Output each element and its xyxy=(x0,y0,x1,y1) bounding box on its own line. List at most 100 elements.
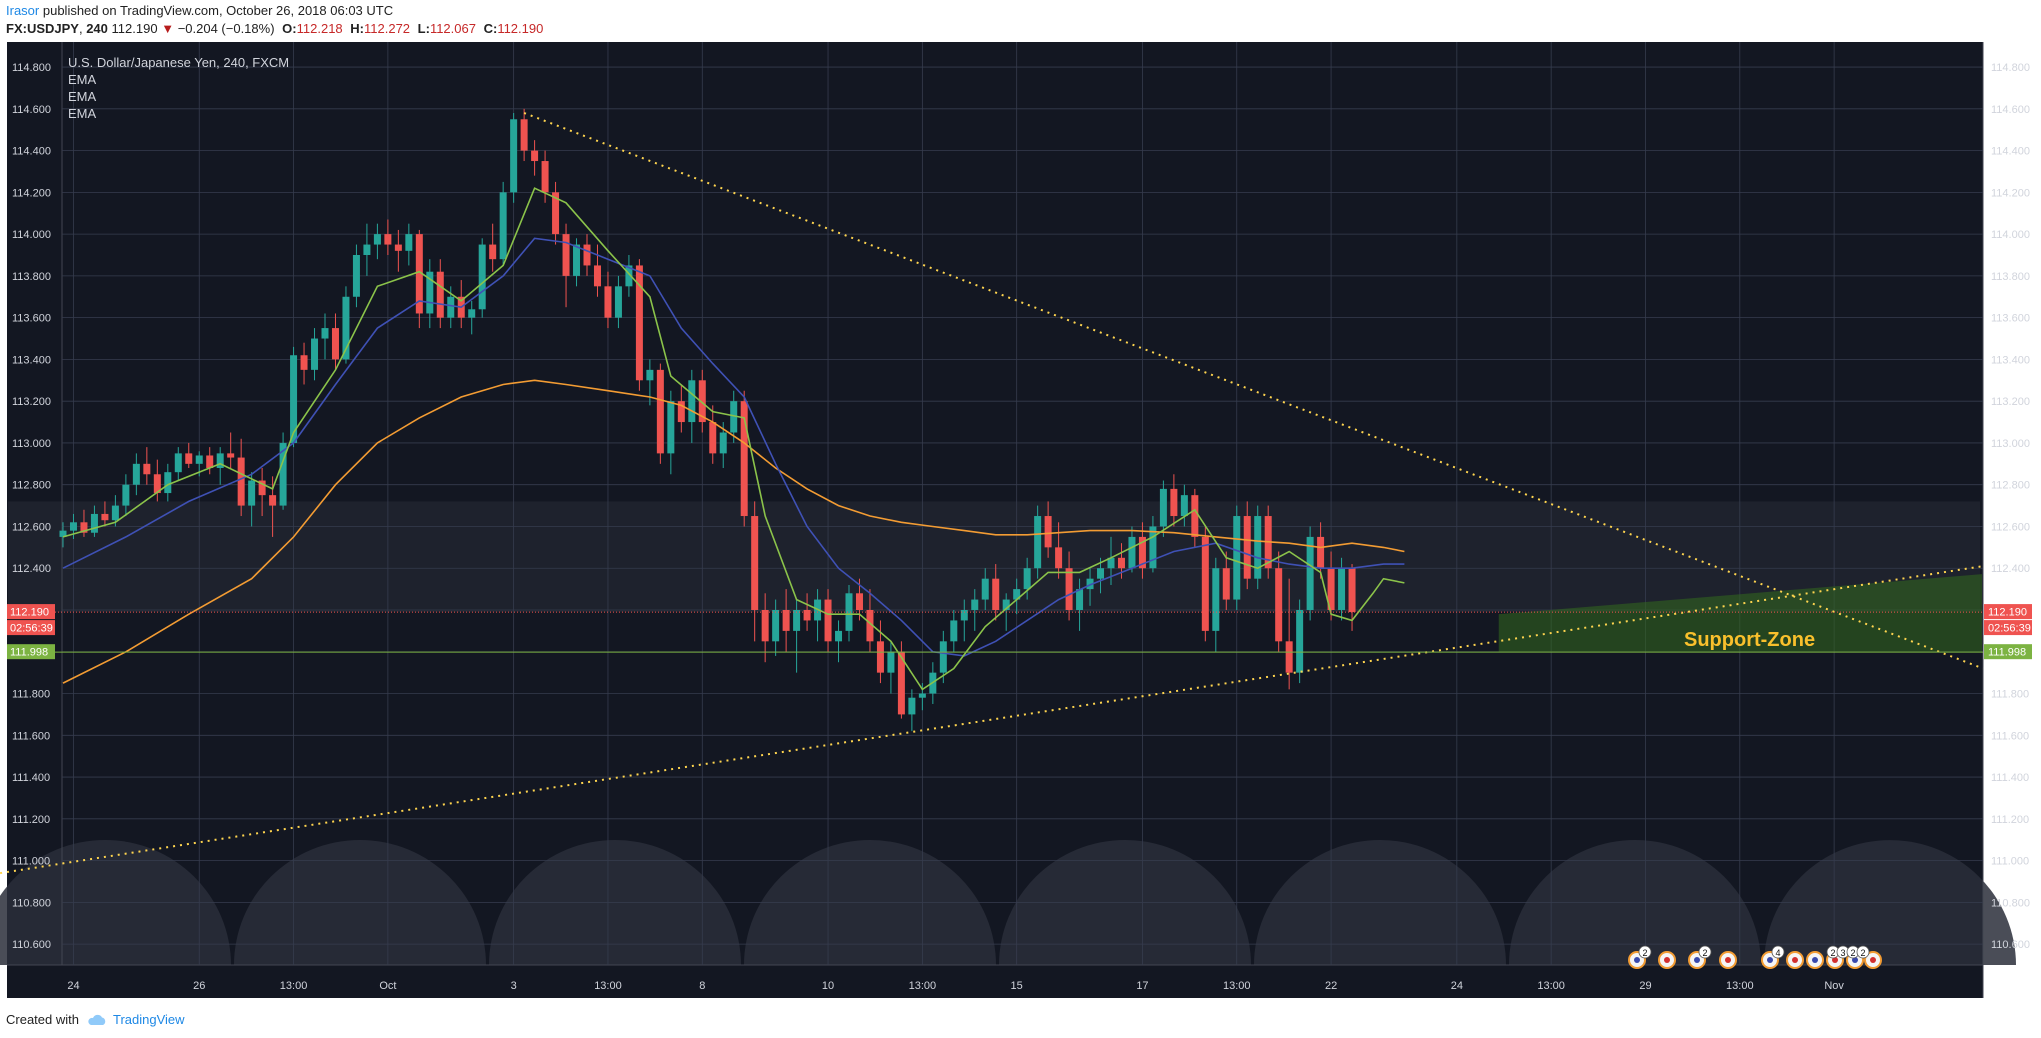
y-tick-label-right: 114.600 xyxy=(1991,104,2030,116)
candle-body xyxy=(311,338,319,370)
candle-body xyxy=(1117,557,1125,569)
ema-fast-line xyxy=(62,187,1405,691)
candle-body xyxy=(1097,568,1105,579)
candle-body xyxy=(698,380,706,423)
y-tick-label-left: 111.400 xyxy=(12,772,50,784)
candle-body xyxy=(1222,568,1230,600)
candle-body xyxy=(290,355,298,443)
candle-body xyxy=(164,472,172,494)
y-tick-label-right: 111.400 xyxy=(1991,772,2029,784)
x-tick-label: 13:00 xyxy=(1537,980,1565,992)
footer: Created with TradingView xyxy=(6,1012,185,1027)
chart-legend: U.S. Dollar/Japanese Yen, 240, FXCM EMA … xyxy=(68,54,289,122)
candle-body xyxy=(855,593,863,610)
x-tick-label: 13:00 xyxy=(594,980,622,992)
candle-body xyxy=(1180,495,1188,517)
candle-body xyxy=(331,328,339,360)
low-value: 112.067 xyxy=(429,21,476,36)
candle-body xyxy=(887,651,895,673)
y-tick-label-right: 112.600 xyxy=(1991,521,2030,533)
candle-body xyxy=(793,610,801,631)
candle-body xyxy=(174,453,182,473)
resistance-trendline[interactable] xyxy=(523,112,1984,670)
legend-ema-3[interactable]: EMA xyxy=(68,106,97,121)
legend-title: U.S. Dollar/Japanese Yen, 240, FXCM xyxy=(68,55,290,70)
y-tick-label-right: 113.600 xyxy=(1991,313,2030,325)
candle-body xyxy=(876,641,884,673)
x-tick-label: 26 xyxy=(193,980,205,992)
support-zone-label: Support-Zone xyxy=(1684,629,1815,651)
candle-body xyxy=(426,271,434,314)
candle-body xyxy=(981,578,989,600)
published-text: published on TradingView.com, October 26… xyxy=(42,3,394,18)
y-tick-label-right: 114.800 xyxy=(1991,62,2030,74)
candle-body xyxy=(80,522,88,533)
candle-body xyxy=(90,513,98,533)
y-tick-label-left: 113.400 xyxy=(12,354,51,366)
candle-body xyxy=(531,150,539,162)
tradingview-link[interactable]: TradingView xyxy=(87,1012,185,1027)
candle-body xyxy=(835,630,843,642)
candle-body xyxy=(122,484,130,506)
candle-body xyxy=(227,453,235,458)
candle-body xyxy=(489,244,497,260)
candle-body xyxy=(384,234,392,245)
y-tick-label-left: 112.400 xyxy=(12,563,51,575)
candle-body xyxy=(614,286,622,318)
candle-body xyxy=(897,651,905,715)
candle-body xyxy=(1159,488,1167,527)
candle-body xyxy=(269,495,277,506)
y-tick-label-right: 113.400 xyxy=(1991,354,2030,366)
candle-body xyxy=(845,593,853,631)
candle-body xyxy=(677,401,685,423)
candle-body xyxy=(111,505,119,521)
x-tick-label: 8 xyxy=(699,980,705,992)
candle-body xyxy=(803,610,811,621)
high-label: H: xyxy=(350,21,364,36)
author-link[interactable]: Irasor xyxy=(6,3,40,18)
candle-body xyxy=(866,610,874,642)
candle-body xyxy=(646,369,654,381)
candle-body xyxy=(373,234,381,245)
candle-body xyxy=(730,401,738,433)
interval-label: 240 xyxy=(86,21,108,36)
price-tag-right xyxy=(1984,644,2032,660)
y-tick-label-left: 114.200 xyxy=(12,187,51,199)
price-tag-right-text: 02:56:39 xyxy=(1988,623,2031,635)
cloud-icon xyxy=(88,1014,106,1025)
change-value: −0.204 (−0.18%) xyxy=(177,21,275,36)
candle-body xyxy=(436,271,444,318)
candle-body xyxy=(132,463,140,485)
price-tag-right-text: 111.998 xyxy=(1988,647,2026,659)
price-tag-right xyxy=(1984,620,2032,636)
candle-body xyxy=(69,522,77,531)
candle-body xyxy=(405,234,413,251)
y-tick-label-right: 113.000 xyxy=(1991,438,2030,450)
y-tick-label-right: 112.800 xyxy=(1991,480,2030,492)
legend-ema-2[interactable]: EMA xyxy=(68,89,97,104)
event-flag-icon xyxy=(1694,957,1700,963)
event-count-badge xyxy=(1771,945,1785,959)
y-tick-label-left: 113.200 xyxy=(12,396,51,408)
event-count-text: 2 xyxy=(1860,948,1865,958)
candle-body xyxy=(1107,557,1115,569)
candle-body xyxy=(1002,599,1010,610)
legend-ema-1[interactable]: EMA xyxy=(68,72,97,87)
candle-body xyxy=(1285,641,1293,673)
open-value: 112.218 xyxy=(296,21,343,36)
candle-body xyxy=(751,516,759,610)
event-count-text: 2 xyxy=(1642,948,1647,958)
x-tick-label: 13:00 xyxy=(280,980,308,992)
price-tag-left-text: 111.998 xyxy=(10,647,48,659)
candle-body xyxy=(1034,516,1042,569)
y-tick-label-right: 110.800 xyxy=(1991,897,2030,909)
candle-body xyxy=(1296,610,1304,673)
candle-body xyxy=(667,401,675,454)
candle-body xyxy=(562,234,570,276)
candle-body xyxy=(740,401,748,517)
candle-body xyxy=(709,422,717,454)
change-arrow-icon: ▼ xyxy=(161,21,175,36)
x-tick-label: 13:00 xyxy=(909,980,937,992)
y-tick-label-right: 111.200 xyxy=(1991,814,2029,826)
